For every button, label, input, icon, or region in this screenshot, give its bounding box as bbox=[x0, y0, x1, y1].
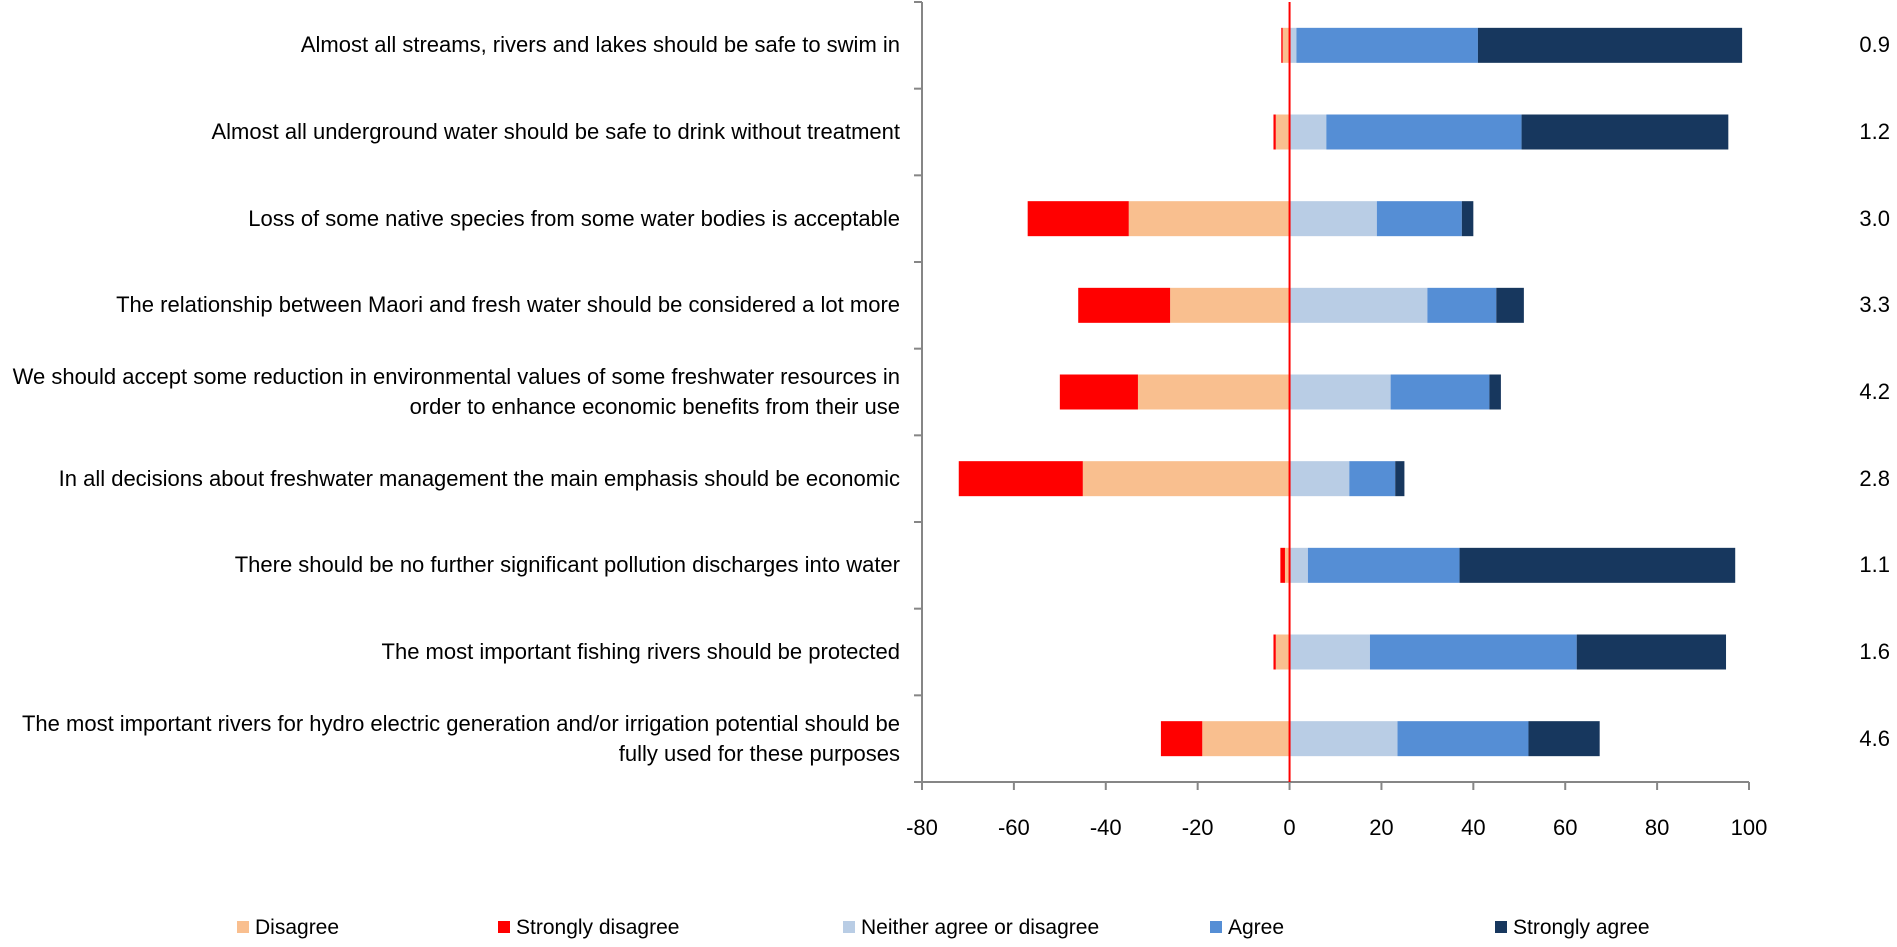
bar-disagree bbox=[1275, 114, 1290, 150]
bar-disagree bbox=[1282, 27, 1290, 63]
category-label: The relationship between Maori and fresh… bbox=[116, 292, 900, 318]
legend-item-strongly-agree: Strongly agree bbox=[1495, 916, 1650, 940]
bar-disagree bbox=[1275, 634, 1290, 670]
bar-neither bbox=[1289, 114, 1327, 150]
legend: Disagree Strongly disagree Neither agree o… bbox=[0, 916, 1897, 940]
category-label: The most important rivers for hydro elec… bbox=[21, 710, 900, 766]
category-label: Almost all underground water should be s… bbox=[211, 119, 901, 144]
bar-strongly-agree bbox=[1528, 721, 1600, 757]
legend-item-neither: Neither agree or disagree bbox=[843, 916, 1099, 940]
bar-strongly-agree bbox=[1576, 634, 1727, 670]
score-label: 1.6 bbox=[1859, 639, 1890, 664]
bar-disagree bbox=[1128, 201, 1290, 237]
legend-swatch bbox=[1210, 921, 1222, 933]
bar-agree bbox=[1307, 547, 1460, 583]
score-label: 3.0 bbox=[1859, 205, 1890, 231]
bar-strongly-agree bbox=[1489, 374, 1501, 410]
category-label: In all decisions about freshwater manage… bbox=[58, 465, 900, 491]
bar-strongly-agree bbox=[1521, 114, 1729, 150]
category-label: Loss of some native species from some wa… bbox=[248, 205, 900, 231]
bar-agree bbox=[1369, 634, 1577, 670]
bar-neither bbox=[1289, 634, 1370, 670]
category-label: We should accept some reduction in envir… bbox=[12, 364, 900, 419]
bar-neither bbox=[1289, 547, 1308, 583]
bar-strongly-agree bbox=[1395, 461, 1405, 497]
bar-neither bbox=[1289, 287, 1428, 323]
score-label: 4.6 bbox=[1859, 725, 1890, 751]
score-label: 3.3 bbox=[1859, 292, 1890, 318]
bar-strongly-disagree bbox=[1160, 721, 1203, 757]
bar-neither bbox=[1289, 201, 1377, 237]
legend-label: Strongly agree bbox=[1513, 916, 1650, 939]
bar-disagree bbox=[1202, 721, 1290, 757]
x-tick-label: 40 bbox=[1461, 815, 1486, 840]
bar-strongly-agree bbox=[1496, 287, 1524, 323]
x-tick-label: -20 bbox=[1181, 815, 1214, 840]
bar-strongly-disagree bbox=[1027, 201, 1129, 237]
category-label: There should be no further significant p… bbox=[234, 552, 900, 578]
score-label: 0.9 bbox=[1859, 32, 1890, 58]
bar-strongly-disagree bbox=[1281, 27, 1283, 63]
score-label: 1.1 bbox=[1859, 552, 1890, 578]
x-tick-label: 20 bbox=[1369, 815, 1394, 840]
bar-strongly-disagree bbox=[1273, 114, 1276, 150]
bar-disagree bbox=[1170, 287, 1290, 323]
bar-disagree bbox=[1082, 461, 1290, 497]
bar-strongly-disagree bbox=[958, 461, 1083, 497]
bar-strongly-disagree bbox=[1078, 287, 1171, 323]
legend-swatch bbox=[237, 921, 249, 933]
score-label: 1.2 bbox=[1859, 119, 1890, 144]
legend-label: Agree bbox=[1228, 916, 1285, 939]
x-tick-label: -40 bbox=[1089, 815, 1122, 840]
x-tick-label: 0 bbox=[1283, 815, 1296, 840]
bar-strongly-agree bbox=[1461, 201, 1474, 237]
bar-agree bbox=[1427, 287, 1497, 323]
bar-strongly-agree bbox=[1459, 547, 1736, 583]
x-tick-label: 80 bbox=[1644, 815, 1670, 840]
bar-neither bbox=[1289, 27, 1297, 63]
x-tick-label: 60 bbox=[1552, 815, 1578, 840]
bar-agree bbox=[1397, 721, 1529, 757]
bar-agree bbox=[1376, 201, 1462, 237]
x-tick-label: -60 bbox=[997, 815, 1030, 840]
bar-neither bbox=[1289, 461, 1350, 497]
score-label: 2.8 bbox=[1859, 465, 1890, 491]
legend-item-strongly-disagree: Strongly disagree bbox=[498, 916, 679, 940]
bar-strongly-agree bbox=[1477, 27, 1743, 63]
bar-strongly-disagree bbox=[1273, 634, 1276, 670]
bar-strongly-disagree bbox=[1280, 547, 1285, 583]
legend-label: Disagree bbox=[255, 916, 340, 939]
bar-neither bbox=[1289, 374, 1391, 410]
bar-disagree bbox=[1284, 547, 1290, 583]
bar-agree bbox=[1349, 461, 1396, 497]
legend-swatch bbox=[1495, 921, 1507, 933]
category-label: The most important fishing rivers should… bbox=[381, 639, 900, 664]
legend-item-disagree: Disagree bbox=[237, 916, 339, 940]
bar-disagree bbox=[1137, 374, 1290, 410]
bar-neither bbox=[1289, 721, 1398, 757]
score-label: 4.2 bbox=[1859, 379, 1890, 404]
bar-agree bbox=[1296, 27, 1478, 63]
legend-swatch bbox=[498, 921, 510, 933]
legend-swatch bbox=[843, 921, 855, 933]
legend-label: Neither agree or disagree bbox=[861, 916, 1100, 939]
bar-agree bbox=[1326, 114, 1522, 150]
legend-label: Strongly disagree bbox=[516, 916, 680, 939]
bar-agree bbox=[1390, 374, 1490, 410]
x-tick-label: 100 bbox=[1730, 815, 1768, 840]
x-tick-label: -80 bbox=[906, 815, 938, 840]
legend-item-agree: Agree bbox=[1210, 916, 1284, 940]
category-label: Almost all streams, rivers and lakes sho… bbox=[300, 32, 900, 58]
bar-strongly-disagree bbox=[1059, 374, 1138, 410]
